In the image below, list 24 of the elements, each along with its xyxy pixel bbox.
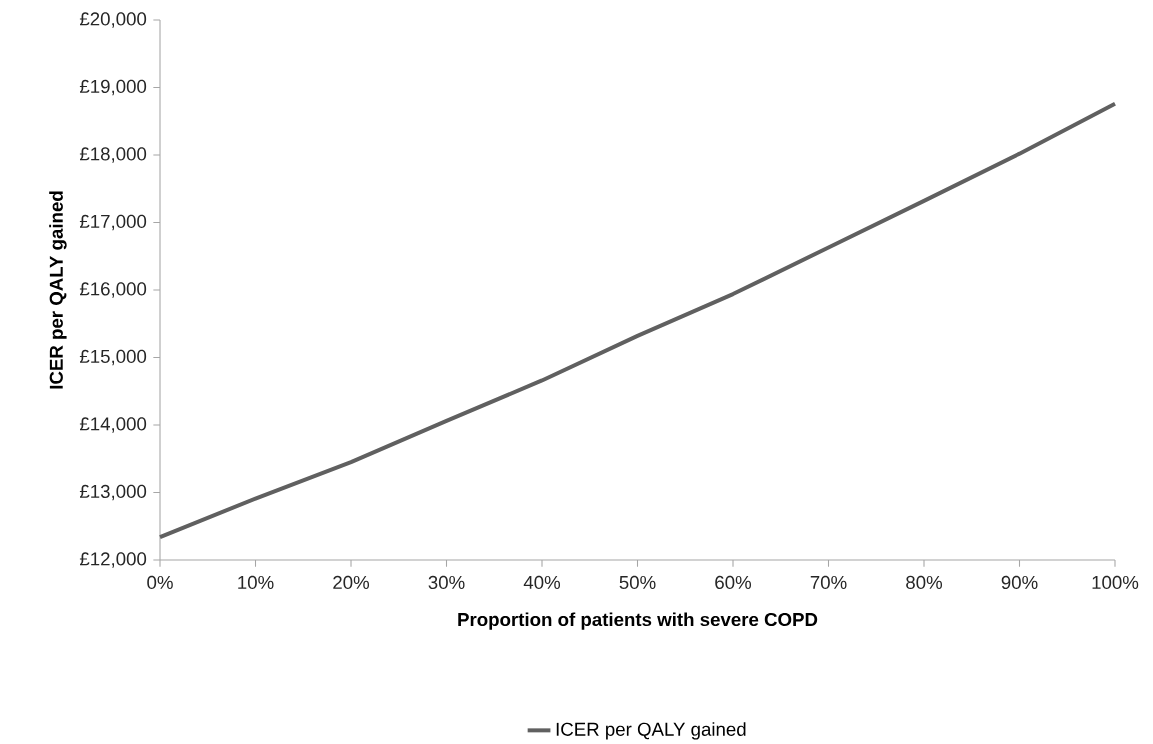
line-series (158, 101, 1117, 540)
y-tick-label: £16,000 (79, 282, 147, 298)
x-tick-label: 0% (147, 575, 173, 590)
x-tick-label: 80% (906, 575, 943, 590)
x-tick-label: 20% (333, 575, 370, 590)
x-tick-label: 30% (428, 575, 465, 590)
x-tick-label: 90% (1001, 575, 1038, 590)
y-tick-label: £17,000 (79, 214, 147, 231)
x-tick-label: 70% (810, 575, 847, 590)
y-tick-label: £15,000 (79, 349, 147, 366)
y-tick-label: £19,000 (79, 79, 147, 96)
x-tick-label: 10% (238, 575, 274, 590)
x-tick-label: 50% (619, 575, 656, 590)
y-tick-label: £18,000 (79, 147, 147, 163)
x-tick-label: 40% (523, 575, 561, 590)
x-tick-label: 60% (715, 575, 752, 590)
y-tick-label: £12,000 (79, 552, 147, 568)
y-tick-label: £13,000 (79, 484, 147, 501)
y-tick-label: £20,000 (79, 12, 147, 28)
y-axis-title: ICER per QALY gained (49, 191, 67, 389)
legend-label: ICER per QALY gained (556, 722, 746, 740)
x-axis-title: Proportion of patients with severe COPD (458, 612, 818, 630)
x-tick-label: 100% (1092, 575, 1139, 590)
y-tick-label: £14,000 (79, 417, 147, 433)
